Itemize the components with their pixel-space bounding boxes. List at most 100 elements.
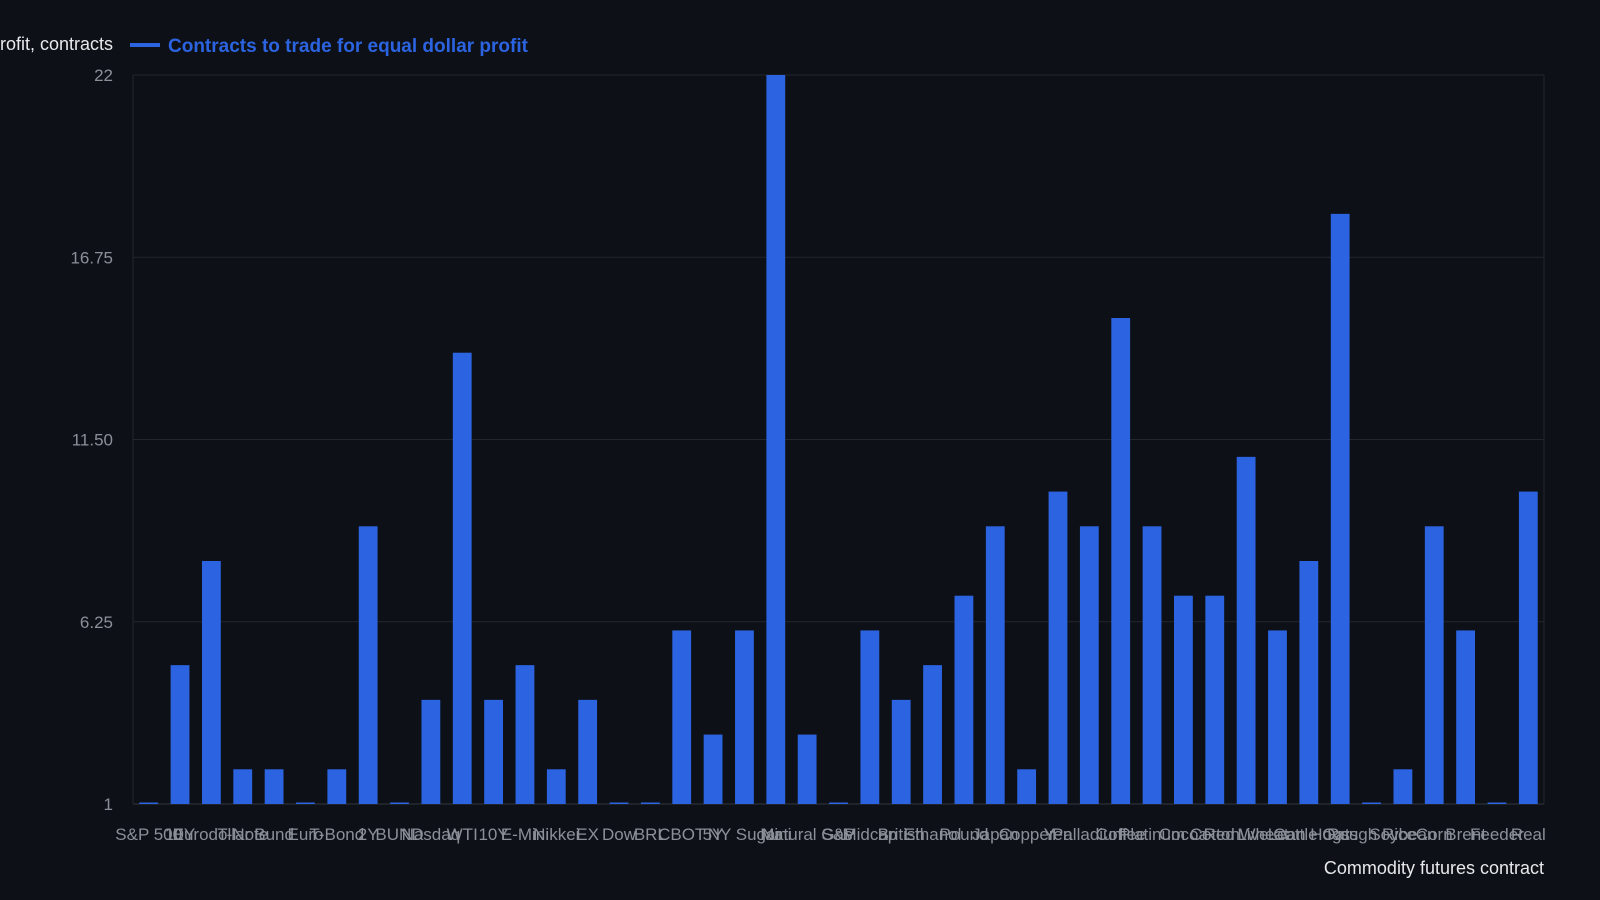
x-tick-label: Dow <box>602 825 637 844</box>
x-tick-label: Real <box>1511 825 1546 844</box>
x-tick-label: Ethanol <box>904 825 962 844</box>
bar <box>1330 213 1350 804</box>
x-tick-label: NY Sugar <box>708 825 782 844</box>
bar <box>1079 526 1099 804</box>
bar <box>358 526 378 804</box>
x-tick-label: Red Wheat <box>1204 825 1289 844</box>
x-tick-label: Lean Hogs <box>1268 825 1350 844</box>
x-tick-label: Nikkei <box>533 825 579 844</box>
bar <box>296 802 315 804</box>
bar <box>578 699 598 804</box>
bar <box>452 352 472 804</box>
x-tick-label: BRL <box>634 825 667 844</box>
x-tick-label: T-Bond <box>309 825 364 844</box>
legend[interactable]: Contracts to trade for equal dollar prof… <box>0 34 529 57</box>
x-tick-label: Euro <box>287 825 323 844</box>
x-tick-label: 5Y <box>703 825 724 844</box>
x-tick-label: 10Y <box>478 825 508 844</box>
y-axis-label: Contracts to trade for equal dollar prof… <box>0 34 113 54</box>
x-tick-label: WTI <box>447 825 478 844</box>
bar <box>1236 456 1256 804</box>
bar <box>1142 526 1162 804</box>
x-tick-label: Copper <box>999 825 1055 844</box>
bar <box>1518 491 1538 804</box>
x-tick-label: Brent <box>1445 825 1486 844</box>
bar <box>829 802 848 804</box>
x-tick-label: Platinum <box>1119 825 1185 844</box>
bar <box>672 630 692 804</box>
x-tick-label: Eurodollar <box>173 825 251 844</box>
x-tick-label: S&P <box>821 825 855 844</box>
bars <box>139 75 1538 804</box>
bar <box>1487 802 1507 804</box>
bar <box>923 665 942 804</box>
bar <box>421 699 441 804</box>
bar <box>1424 526 1444 804</box>
y-tick-label: 22 <box>94 66 113 85</box>
x-tick-label: Palladium <box>1052 825 1127 844</box>
x-tick-label: Midcap <box>842 825 897 844</box>
bar <box>609 802 629 804</box>
legend-entry: Contracts to trade for equal dollar prof… <box>168 36 529 57</box>
bar <box>233 769 253 804</box>
bar <box>1362 802 1381 804</box>
x-tick-label: BUND <box>375 825 423 844</box>
y-tick-label: 1 <box>104 795 113 814</box>
y-tick-label: 6.25 <box>80 613 113 632</box>
bar <box>390 802 409 804</box>
bar <box>264 769 284 804</box>
x-tick-label: Nasdaq <box>402 825 461 844</box>
x-axis-ticks: S&P 50010YEurodollarT-NoteBundEuroT-Bond… <box>115 825 1546 844</box>
x-tick-label: E-Mini <box>501 825 549 844</box>
x-tick-label: T-Note <box>217 825 268 844</box>
y-axis-ticks: 1 6.25 11.50 16.75 22 <box>70 66 113 814</box>
bar <box>327 769 347 804</box>
bar <box>766 75 786 804</box>
bar <box>1456 630 1476 804</box>
x-tick-label: Feeder <box>1470 825 1524 844</box>
x-tick-label: Bund <box>254 825 294 844</box>
bar <box>1111 318 1131 804</box>
bar <box>1268 630 1287 804</box>
x-tick-label: Japan <box>972 825 1018 844</box>
bar <box>735 630 754 804</box>
bar <box>1048 491 1068 804</box>
bar <box>546 769 566 804</box>
x-axis-label: Commodity futures contract <box>1324 858 1544 878</box>
x-tick-label: 10Y <box>165 825 195 844</box>
x-tick-label: Coffee <box>1096 825 1146 844</box>
x-tick-label: S&P 500 <box>115 825 182 844</box>
x-tick-label: Oats <box>1322 825 1358 844</box>
x-tick-label: British <box>878 825 925 844</box>
bar <box>515 665 535 804</box>
x-tick-label: Live Cattle <box>1237 825 1317 844</box>
x-tick-label: Mini <box>760 825 791 844</box>
x-tick-label: 2Y <box>358 825 379 844</box>
bar <box>1017 769 1037 804</box>
bar <box>891 699 911 804</box>
x-tick-label: EX <box>576 825 599 844</box>
y-tick-label: 11.50 <box>72 431 113 450</box>
bar <box>703 734 723 804</box>
x-tick-label: Corn <box>1416 825 1453 844</box>
bar <box>170 665 190 804</box>
x-tick-label: Cotton <box>1190 825 1240 844</box>
x-tick-label: Soybean <box>1369 825 1436 844</box>
bar <box>1205 595 1225 804</box>
x-tick-label: Yen <box>1044 825 1073 844</box>
bar <box>797 734 817 804</box>
bar <box>1299 561 1319 804</box>
x-tick-label: Natural Gas <box>762 825 853 844</box>
bar <box>1393 769 1413 804</box>
bar <box>139 802 159 804</box>
x-tick-label: Pound <box>939 825 988 844</box>
bar <box>860 630 880 804</box>
x-tick-label: Rough Rice <box>1327 825 1416 844</box>
bar <box>484 699 503 804</box>
bar <box>954 595 974 804</box>
bar <box>640 802 660 804</box>
bar <box>985 526 1005 804</box>
x-tick-label: Cocoa <box>1159 825 1209 844</box>
bar <box>1174 595 1193 804</box>
